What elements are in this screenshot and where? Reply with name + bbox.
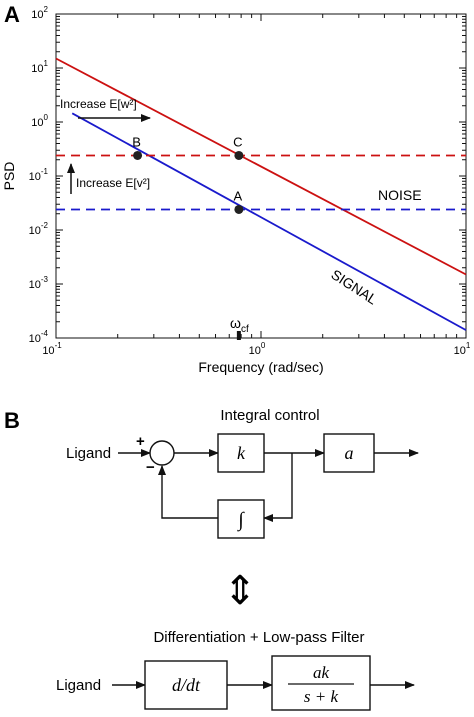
panel-b-label: B bbox=[4, 408, 20, 433]
gain-a-symbol: a bbox=[345, 443, 354, 463]
integrator-symbol: ∫ bbox=[236, 509, 245, 532]
integral-control-title: Integral control bbox=[220, 407, 319, 424]
diff-filter-title: Differentiation + Low-pass Filter bbox=[153, 629, 364, 646]
integrator-block bbox=[217, 499, 265, 539]
psd-chart: 10-1 100 101 102 101 100 10-1 10-2 10-3 10-4 A B C bbox=[29, 5, 471, 357]
point-b bbox=[133, 150, 143, 160]
ligand-input-1: Ligand bbox=[66, 445, 111, 462]
point-b-label: B bbox=[132, 134, 141, 149]
y-tick-label: 101 bbox=[31, 59, 48, 75]
increase-w-label: Increase E[w²] bbox=[60, 97, 137, 111]
ddt-block bbox=[144, 660, 228, 710]
minus-sign: − bbox=[146, 459, 155, 476]
filter-denominator: s + k bbox=[304, 687, 339, 706]
points-group: A B C bbox=[132, 134, 244, 214]
noise-label: NOISE bbox=[378, 187, 422, 203]
y-tick-label: 10-4 bbox=[29, 329, 49, 345]
omega-label: ωcf bbox=[230, 315, 249, 335]
x-tick-label: 101 bbox=[454, 341, 471, 357]
increase-v-label: Increase E[v²] bbox=[76, 176, 150, 190]
point-a-label: A bbox=[234, 188, 243, 203]
point-a bbox=[234, 204, 244, 214]
y-tick-label: 100 bbox=[31, 113, 48, 129]
feedback-tap bbox=[263, 453, 293, 522]
lowpass-filter-block bbox=[271, 655, 371, 711]
point-c bbox=[234, 150, 244, 160]
y-tick-label: 10-3 bbox=[29, 275, 49, 291]
plus-sign: + bbox=[136, 433, 145, 450]
x-tick-label: 10-1 bbox=[42, 341, 62, 357]
filter-numerator: ak bbox=[313, 663, 330, 682]
gain-k-symbol: k bbox=[237, 443, 246, 463]
point-c-label: C bbox=[233, 134, 242, 149]
equivalence-arrow: ⇕ bbox=[223, 569, 257, 613]
signal-label: SIGNAL bbox=[328, 266, 380, 308]
panel-a-label: A bbox=[4, 2, 20, 27]
axis-ticks: 10-1 100 101 102 101 100 10-1 10-2 10-3 10-4 bbox=[29, 5, 471, 357]
y-tick-label: 10-1 bbox=[29, 167, 49, 183]
cutoff-marker bbox=[236, 331, 241, 340]
y-axis-label: PSD bbox=[1, 162, 17, 191]
y-tick-label: 10-2 bbox=[29, 221, 49, 237]
series-line-1 bbox=[71, 112, 467, 331]
y-tick-label: 102 bbox=[31, 5, 48, 21]
ddt-symbol: d/dt bbox=[172, 675, 201, 695]
x-axis-label: Frequency (rad/sec) bbox=[198, 359, 323, 375]
series-line-0 bbox=[55, 57, 467, 276]
series-group bbox=[55, 57, 467, 340]
ligand-input-2: Ligand bbox=[56, 677, 101, 694]
feedback-return bbox=[158, 465, 218, 519]
x-tick-label: 100 bbox=[249, 341, 266, 357]
